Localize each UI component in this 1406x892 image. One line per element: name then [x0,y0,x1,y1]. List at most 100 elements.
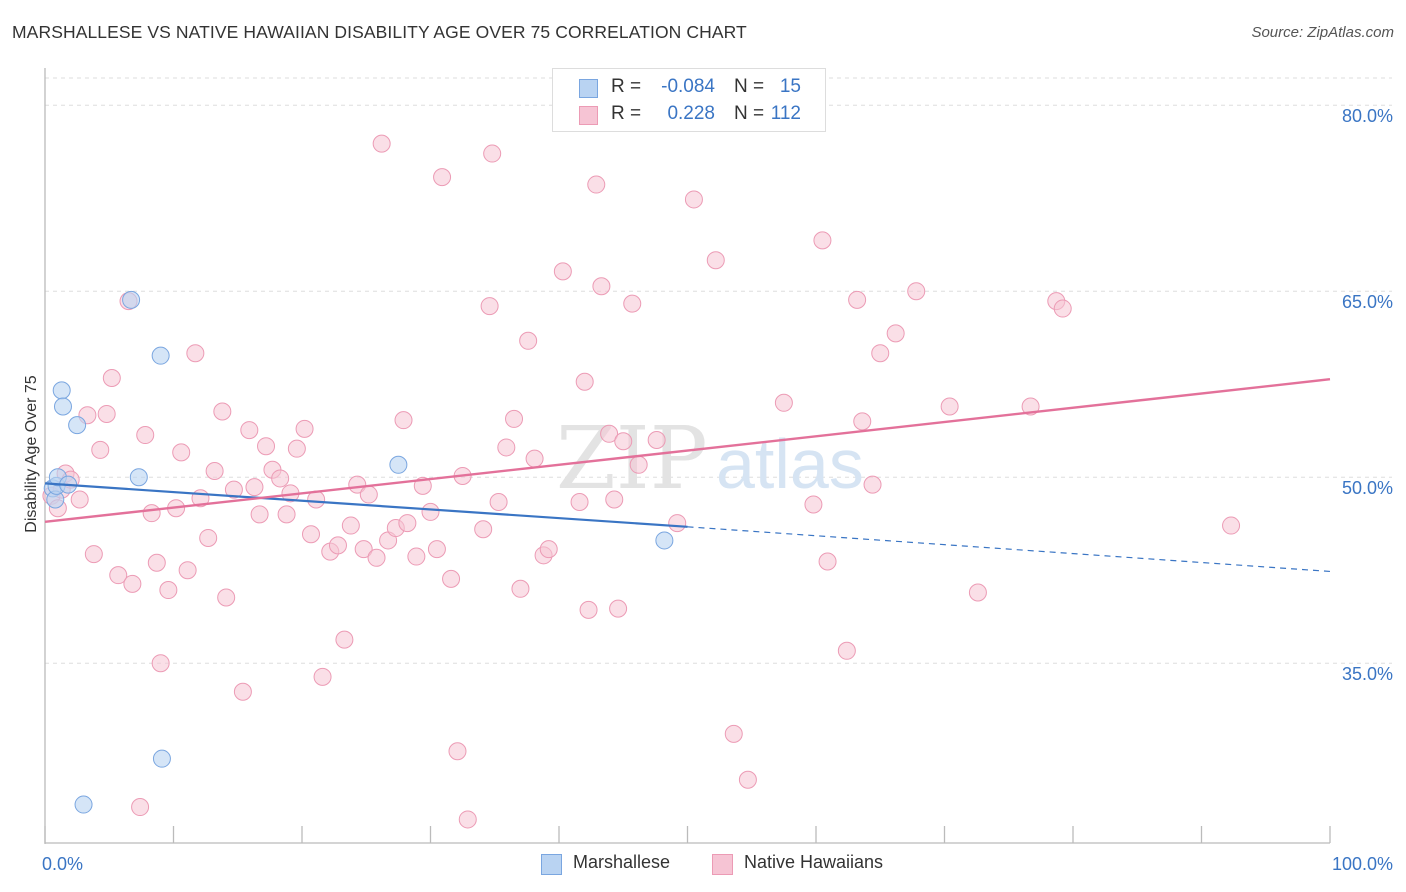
native-hawaiian-point [848,290,867,309]
native-hawaiian-point [724,724,743,743]
native-hawaiian-point [224,480,243,499]
native-hawaiian-point [394,411,413,430]
y-tick-label: 80.0% [1342,106,1393,126]
native-hawaiian-point [871,344,890,363]
y-axis-label: Disability Age Over 75 [23,375,40,533]
marshallese-trend-line [44,482,688,528]
native-hawaiian-point [553,262,572,281]
legend-n-label: N = [734,76,765,97]
native-hawaiian-point [738,770,757,789]
native-hawaiian-point [442,569,461,588]
legend-row-marshallese: R = -0.084 N = 15 [553,75,825,101]
legend-n-value: 112 [770,103,801,124]
native-hawaiian-point [217,588,236,607]
marshallese-trend-extension [687,526,1331,573]
x-tick-labels: 0.0% 100.0% [42,854,1393,874]
native-hawaiian-point [433,168,452,187]
legend-r-label: R = [611,76,642,97]
native-hawaiian-point [804,495,823,514]
native-hawaiian-point [367,548,386,567]
y-tick-label: 35.0% [1342,664,1393,684]
legend-r-label: R = [611,103,642,124]
native-hawaiian-point [102,369,121,387]
correlation-legend: R = -0.084 N = 15 R = 0.228 N = 112 [552,68,826,132]
native-hawaiian-point [519,331,538,350]
native-hawaiian-point [813,231,832,250]
legend-label-native-hawaiians: Native Hawaiians [744,852,884,872]
native-hawaiian-point [427,540,446,559]
series-legend: Marshallese Native Hawaiians [0,852,1406,878]
native-hawaiian-point [421,502,440,521]
y-tick-label: 50.0% [1342,478,1393,498]
native-hawaiian-point [287,439,306,458]
legend-n-label: N = [734,103,765,124]
native-hawaiian-point [335,630,354,649]
marshallese-points [43,290,674,814]
native-hawaiian-point [570,493,589,511]
native-hawaiian-point [706,251,725,270]
native-hawaiian-point [84,545,103,564]
native-hawaiian-point [257,437,276,456]
y-tick-label: 65.0% [1342,292,1393,312]
legend-r-value: -0.084 [661,76,715,97]
native-hawaiian-point [295,419,314,438]
marshallese-point [151,346,170,365]
native-hawaiian-point [614,432,633,451]
native-hawaiian-point [172,443,191,462]
native-hawaiian-point [240,421,259,440]
native-hawaiian-point [91,440,110,459]
native-hawaiian-point [458,810,477,829]
native-hawaiian-swatch [579,106,598,125]
trend-lines [44,378,1331,573]
native-hawaiian-point [629,455,648,474]
native-hawaiian-point [489,493,508,511]
native-hawaiian-point [271,469,290,488]
native-hawaiian-point [587,175,606,194]
marshallese-point [389,455,408,474]
marshallese-swatch [579,79,598,98]
native-hawaiian-point [863,475,882,494]
native-hawaiian-point [131,798,150,817]
native-hawaiian-point [151,654,170,673]
native-hawaiian-point [609,599,628,618]
native-hawaiian-point [97,404,116,423]
native-hawaiian-point [147,553,166,572]
native-hawaiian-point [600,424,619,443]
native-hawaiian-points [42,134,1241,829]
native-hawaiian-point [136,426,155,445]
native-hawaiian-point [398,514,417,533]
native-hawaiian-point [233,682,252,701]
y-tick-labels: 35.0% 50.0% 65.0% 80.0% [1342,106,1393,684]
legend-n-value: 15 [779,76,801,97]
native-hawaiian-point [70,490,89,509]
marshallese-swatch [541,854,562,875]
marshallese-point [68,416,87,435]
x-tick-label-min: 0.0% [42,854,83,874]
native-hawaiian-trend-line [44,378,1331,524]
marshallese-point [74,795,93,814]
native-hawaiian-point [359,485,378,504]
native-hawaiian-swatch [712,854,733,875]
native-hawaiian-point [301,525,320,544]
marshallese-point [129,468,148,487]
native-hawaiian-point [505,409,524,428]
native-hawaiian-point [497,438,516,457]
native-hawaiian-point [245,478,264,497]
native-hawaiian-point [1222,516,1241,535]
native-hawaiian-point [205,462,224,480]
source-credit: Source: ZipAtlas.com [1251,24,1394,41]
native-hawaiian-point [605,490,624,509]
native-hawaiian-point [579,600,598,619]
native-hawaiian-point [1021,397,1040,416]
native-hawaiian-point [968,583,987,602]
x-tick-label-max: 100.0% [1332,854,1393,874]
native-hawaiian-point [123,574,142,593]
native-hawaiian-point [592,277,611,296]
native-hawaiian-point [448,742,467,761]
native-hawaiian-point [837,641,856,660]
native-hawaiian-point [250,505,269,524]
native-hawaiian-point [372,134,391,153]
native-hawaiian-point [313,667,332,686]
native-hawaiian-point [186,344,205,363]
